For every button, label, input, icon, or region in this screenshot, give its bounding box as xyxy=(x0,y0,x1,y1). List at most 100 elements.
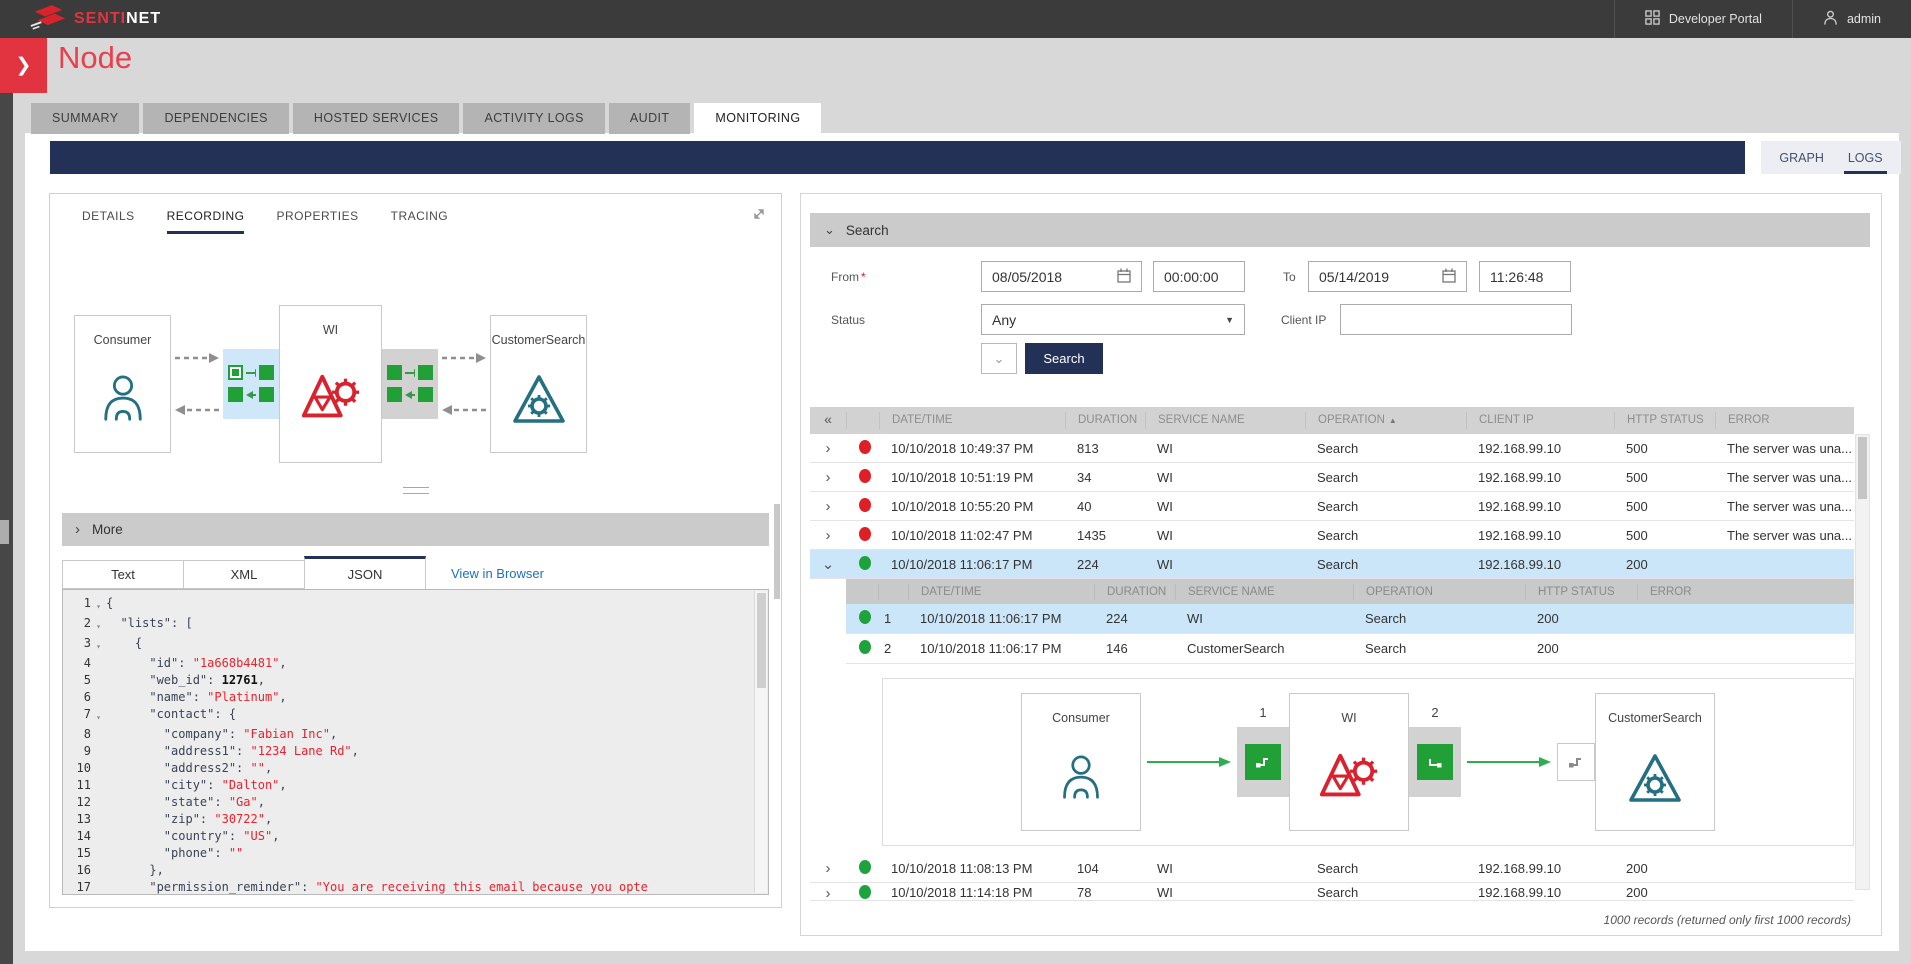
table-scrollbar-thumb[interactable] xyxy=(1858,437,1867,499)
collapse-caret-icon[interactable]: ▾ xyxy=(91,635,106,655)
message-step-1[interactable]: 1 xyxy=(1237,727,1289,797)
response-message-icon[interactable] xyxy=(418,387,433,402)
detail-log-row[interactable]: 110/10/2018 11:06:17 PM224WISearch200 xyxy=(846,604,1854,634)
log-row[interactable]: ›10/10/2018 11:02:47 PM1435WISearch192.1… xyxy=(810,521,1854,550)
message-pair[interactable] xyxy=(382,349,438,419)
col-service-name[interactable]: SERVICE NAME xyxy=(1145,412,1305,429)
collapse-caret-icon[interactable]: ▾ xyxy=(91,615,106,635)
code-scrollbar-thumb[interactable] xyxy=(757,593,766,688)
row-expand-icon[interactable]: › xyxy=(810,860,846,877)
from-time-input[interactable]: 00:00:00 xyxy=(1153,261,1245,292)
message-step-2[interactable]: 2 xyxy=(1409,727,1461,797)
request-message-selected-icon[interactable] xyxy=(228,365,243,380)
table-scrollbar[interactable] xyxy=(1855,434,1870,890)
customersearch-node[interactable]: CustomerSearch xyxy=(1595,693,1715,831)
tab-recording[interactable]: RECORDING xyxy=(167,209,245,234)
tab-properties[interactable]: PROPERTIES xyxy=(276,209,358,234)
to-date-input[interactable]: 05/14/2019 xyxy=(1308,261,1467,292)
status-dropdown[interactable]: Any ▼ xyxy=(981,304,1245,335)
tab-dependencies[interactable]: DEPENDENCIES xyxy=(143,103,288,134)
row-expand-icon[interactable]: › xyxy=(810,469,846,486)
wi-node[interactable]: WI xyxy=(1289,693,1409,831)
status-error-dot xyxy=(859,469,871,483)
col-duration[interactable]: DURATION xyxy=(1065,412,1145,429)
detail-log-row[interactable]: 210/10/2018 11:06:17 PM146CustomerSearch… xyxy=(846,634,1854,664)
tab-summary[interactable]: SUMMARY xyxy=(31,103,139,134)
response-message-icon[interactable] xyxy=(387,387,402,402)
col-datetime[interactable]: DATE/TIME xyxy=(879,412,1065,429)
message-endpoint-icon[interactable] xyxy=(1557,743,1595,781)
log-row[interactable]: ›10/10/2018 10:49:37 PM813WISearch192.16… xyxy=(810,434,1854,463)
calendar-icon[interactable] xyxy=(1442,268,1456,286)
tab-xml[interactable]: XML xyxy=(183,560,305,589)
log-row[interactable]: ›10/10/2018 10:55:20 PM40WISearch192.168… xyxy=(810,492,1854,521)
collapse-caret-icon[interactable]: ▾ xyxy=(91,595,106,615)
wi-node[interactable]: WI xyxy=(279,305,382,463)
col-operation[interactable]: OPERATION▲ xyxy=(1305,412,1466,429)
search-button[interactable]: Search xyxy=(1025,343,1103,374)
transaction-flow-diagram: Consumer 1 WI xyxy=(882,678,1854,846)
json-code-viewer[interactable]: 1▾{2▾ "lists": [3▾ {4 "id": "1a668b4481"… xyxy=(62,589,769,895)
tab-details[interactable]: DETAILS xyxy=(82,209,135,234)
row-expand-icon[interactable]: › xyxy=(810,885,846,901)
expand-panel-icon[interactable] xyxy=(751,206,767,227)
toggle-graph[interactable]: GRAPH xyxy=(1767,141,1835,174)
request-message-icon[interactable] xyxy=(259,365,274,380)
client-ip-input[interactable] xyxy=(1340,304,1572,335)
view-in-browser-link[interactable]: View in Browser xyxy=(451,566,544,581)
code-scrollbar[interactable] xyxy=(754,591,767,893)
log-row[interactable]: ›10/10/2018 11:14:18 PM78WISearch192.168… xyxy=(810,883,1854,901)
sentinet-logo-icon xyxy=(28,3,66,35)
tab-audit[interactable]: AUDIT xyxy=(609,103,691,134)
more-expander[interactable]: › More xyxy=(62,513,769,546)
sentinet-brand[interactable]: SENTINET xyxy=(28,3,161,35)
response-message-icon[interactable] xyxy=(259,387,274,402)
tab-hosted-services[interactable]: HOSTED SERVICES xyxy=(293,103,460,134)
cell-http-status: 500 xyxy=(1614,499,1715,514)
panel-scrollbar-thumb[interactable] xyxy=(774,504,780,599)
sidebar-expand-button[interactable]: ❯ xyxy=(0,38,47,93)
response-message-icon[interactable] xyxy=(228,387,243,402)
tab-activity-logs[interactable]: ACTIVITY LOGS xyxy=(463,103,604,134)
to-time-input[interactable]: 11:26:48 xyxy=(1479,261,1571,292)
message-pair-selected[interactable] xyxy=(223,349,279,419)
consumer-node[interactable]: Consumer xyxy=(1021,693,1141,831)
row-expand-icon[interactable]: › xyxy=(810,498,846,515)
col-error[interactable]: ERROR xyxy=(1715,412,1854,429)
search-section-header[interactable]: ⌄ Search xyxy=(810,213,1870,247)
recording-flow-diagram: Consumer xyxy=(66,286,587,481)
developer-portal-link[interactable]: Developer Portal xyxy=(1614,0,1792,38)
col-client-ip[interactable]: CLIENT IP xyxy=(1466,412,1614,429)
toggle-logs[interactable]: LOGS xyxy=(1836,141,1895,174)
dropdown-arrow-icon: ▼ xyxy=(1225,315,1234,325)
col-http-status[interactable]: HTTP STATUS xyxy=(1614,412,1715,429)
consumer-node[interactable]: Consumer xyxy=(74,315,171,453)
from-date-input[interactable]: 08/05/2018 xyxy=(981,261,1142,292)
tab-json[interactable]: JSON xyxy=(304,556,426,589)
log-row[interactable]: ⌄10/10/2018 11:06:17 PM224WISearch192.16… xyxy=(810,550,1854,579)
tab-monitoring[interactable]: MONITORING xyxy=(694,103,821,134)
user-menu[interactable]: admin xyxy=(1792,0,1911,38)
sidebar-drag-handle[interactable] xyxy=(0,520,9,544)
log-row[interactable]: ›10/10/2018 11:08:13 PM104WISearch192.16… xyxy=(810,854,1854,883)
tab-text[interactable]: Text xyxy=(62,560,184,589)
search-options-button[interactable]: ⌄ xyxy=(981,343,1017,374)
customersearch-node[interactable]: CustomerSearch xyxy=(490,315,587,453)
row-expand-icon[interactable]: › xyxy=(810,527,846,544)
request-message-icon[interactable] xyxy=(418,365,433,380)
code-text: "web_id": 12761, xyxy=(106,672,265,689)
collapse-all-icon[interactable]: « xyxy=(810,412,846,429)
log-row[interactable]: ›10/10/2018 10:51:19 PM34WISearch192.168… xyxy=(810,463,1854,492)
request-message-icon[interactable] xyxy=(1417,744,1453,780)
tab-tracing[interactable]: TRACING xyxy=(391,209,449,234)
splitter-handle[interactable] xyxy=(403,487,429,494)
collapse-caret-icon[interactable]: ▾ xyxy=(91,706,106,726)
col-duration: DURATION xyxy=(1094,584,1175,600)
request-message-icon[interactable] xyxy=(1245,744,1281,780)
row-collapse-icon[interactable]: ⌄ xyxy=(810,555,846,573)
graph-logs-toggle: GRAPH LOGS xyxy=(1761,141,1901,174)
line-number: 2 xyxy=(67,615,91,635)
row-expand-icon[interactable]: › xyxy=(810,440,846,457)
request-message-icon[interactable] xyxy=(387,365,402,380)
calendar-icon[interactable] xyxy=(1117,268,1131,286)
